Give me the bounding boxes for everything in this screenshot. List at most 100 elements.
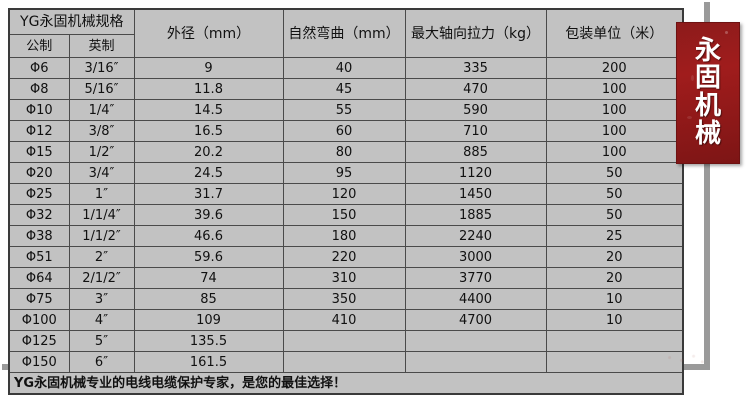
cell-imperial: 2″ bbox=[68, 246, 135, 268]
table-row: Φ125 5″ 135.5 bbox=[8, 330, 684, 352]
cell-metric: Φ20 bbox=[8, 162, 70, 184]
cell-natural-bend: 55 bbox=[282, 99, 406, 121]
table-row: Φ51 2″ 59.6 220 3000 20 bbox=[8, 246, 684, 268]
cell-metric: Φ51 bbox=[8, 246, 70, 268]
cell-max-axial-pull: 1450 bbox=[404, 183, 547, 205]
cell-outer-diameter: 74 bbox=[133, 267, 284, 289]
cell-natural-bend: 350 bbox=[282, 288, 406, 310]
cell-max-axial-pull: 470 bbox=[404, 78, 547, 100]
cell-packing-unit: 100 bbox=[545, 141, 684, 163]
banner-char-1: 永 bbox=[694, 35, 721, 66]
cell-imperial: 1/1/4″ bbox=[68, 204, 135, 226]
cell-max-axial-pull: 590 bbox=[404, 99, 547, 121]
cell-max-axial-pull: 3770 bbox=[404, 267, 547, 289]
cell-imperial: 6″ bbox=[68, 351, 135, 373]
cell-metric: Φ100 bbox=[8, 309, 70, 331]
cell-imperial: 1/4″ bbox=[68, 99, 135, 121]
table-row: Φ100 4″ 109 410 4700 10 bbox=[8, 309, 684, 331]
cell-outer-diameter: 85 bbox=[133, 288, 284, 310]
banner-speckle bbox=[687, 116, 692, 119]
cell-metric: Φ15 bbox=[8, 141, 70, 163]
cell-natural-bend: 45 bbox=[282, 78, 406, 100]
footer-note: YG永固机械专业的电线电缆保护专家，是您的最佳选择！ bbox=[8, 372, 684, 395]
cell-outer-diameter: 9 bbox=[133, 57, 284, 79]
banner-char-4: 械 bbox=[694, 118, 721, 149]
cell-natural-bend: 60 bbox=[282, 120, 406, 142]
cell-packing-unit bbox=[545, 330, 684, 352]
cell-imperial: 1/2″ bbox=[68, 141, 135, 163]
table-row: Φ38 1/1/2″ 46.6 180 2240 25 bbox=[8, 225, 684, 247]
header-imperial: 英制 bbox=[68, 34, 135, 58]
cell-max-axial-pull: 2240 bbox=[404, 225, 547, 247]
cell-max-axial-pull: 710 bbox=[404, 120, 547, 142]
header-natural-bend: 自然弯曲（mm） bbox=[282, 8, 406, 58]
cell-packing-unit: 25 bbox=[545, 225, 684, 247]
cell-imperial: 5″ bbox=[68, 330, 135, 352]
cell-natural-bend bbox=[282, 351, 406, 373]
banner-char-2: 固 bbox=[694, 63, 721, 94]
brand-banner: 永 固 机 械 bbox=[676, 22, 740, 164]
cell-packing-unit: 200 bbox=[545, 57, 684, 79]
cell-outer-diameter: 31.7 bbox=[133, 183, 284, 205]
cell-max-axial-pull: 1120 bbox=[404, 162, 547, 184]
cell-packing-unit: 100 bbox=[545, 78, 684, 100]
banner-speckle bbox=[691, 75, 694, 81]
cell-natural-bend: 150 bbox=[282, 204, 406, 226]
table-body: Φ6 3/16″ 9 40 335 200 Φ8 5/16″ 11.8 45 470 100 Φ10 1/… bbox=[8, 57, 684, 373]
banner-char-3: 机 bbox=[694, 91, 721, 121]
cell-packing-unit: 10 bbox=[545, 309, 684, 331]
cell-natural-bend bbox=[282, 330, 406, 352]
cell-outer-diameter: 20.2 bbox=[133, 141, 284, 163]
cell-packing-unit: 50 bbox=[545, 162, 684, 184]
header-outer-diameter: 外径（mm） bbox=[133, 8, 284, 58]
cell-outer-diameter: 161.5 bbox=[133, 351, 284, 373]
cell-outer-diameter: 46.6 bbox=[133, 225, 284, 247]
cell-packing-unit: 50 bbox=[545, 183, 684, 205]
cell-imperial: 2/1/2″ bbox=[68, 267, 135, 289]
footer-row: YG永固机械专业的电线电缆保护专家，是您的最佳选择！ bbox=[8, 372, 684, 395]
cell-natural-bend: 410 bbox=[282, 309, 406, 331]
cell-outer-diameter: 14.5 bbox=[133, 99, 284, 121]
cell-outer-diameter: 135.5 bbox=[133, 330, 284, 352]
cell-imperial: 1/1/2″ bbox=[68, 225, 135, 247]
cell-metric: Φ32 bbox=[8, 204, 70, 226]
cell-outer-diameter: 24.5 bbox=[133, 162, 284, 184]
cell-packing-unit bbox=[545, 351, 684, 373]
cell-packing-unit: 20 bbox=[545, 267, 684, 289]
banner-speckle bbox=[725, 31, 728, 34]
cell-outer-diameter: 11.8 bbox=[133, 78, 284, 100]
watermark-smudge bbox=[660, 352, 708, 366]
cell-max-axial-pull bbox=[404, 330, 547, 352]
cell-natural-bend: 40 bbox=[282, 57, 406, 79]
cell-packing-unit: 20 bbox=[545, 246, 684, 268]
cell-metric: Φ75 bbox=[8, 288, 70, 310]
cell-packing-unit: 50 bbox=[545, 204, 684, 226]
cell-natural-bend: 120 bbox=[282, 183, 406, 205]
cell-metric: Φ8 bbox=[8, 78, 70, 100]
table-row: Φ6 3/16″ 9 40 335 200 bbox=[8, 57, 684, 79]
header-row-top: YG永固机械规格 外径（mm） 自然弯曲（mm） 最大轴向拉力（kg） 包装单位… bbox=[8, 8, 684, 58]
header-spec-group-title: YG永固机械规格 bbox=[8, 8, 135, 35]
cell-natural-bend: 180 bbox=[282, 225, 406, 247]
table-row: Φ12 3/8″ 16.5 60 710 100 bbox=[8, 120, 684, 142]
table-row: Φ20 3/4″ 24.5 95 1120 50 bbox=[8, 162, 684, 184]
cell-natural-bend: 310 bbox=[282, 267, 406, 289]
table-row: Φ64 2/1/2″ 74 310 3770 20 bbox=[8, 267, 684, 289]
cell-metric: Φ25 bbox=[8, 183, 70, 205]
table-row: Φ32 1/1/4″ 39.6 150 1885 50 bbox=[8, 204, 684, 226]
table-row: Φ15 1/2″ 20.2 80 885 100 bbox=[8, 141, 684, 163]
cell-max-axial-pull bbox=[404, 351, 547, 373]
table-footer: YG永固机械专业的电线电缆保护专家，是您的最佳选择！ bbox=[8, 372, 684, 395]
cell-packing-unit: 100 bbox=[545, 120, 684, 142]
cell-natural-bend: 95 bbox=[282, 162, 406, 184]
cell-imperial: 3/16″ bbox=[68, 57, 135, 79]
cell-imperial: 4″ bbox=[68, 309, 135, 331]
cell-imperial: 3/8″ bbox=[68, 120, 135, 142]
table-row: Φ150 6″ 161.5 bbox=[8, 351, 684, 373]
cell-max-axial-pull: 4700 bbox=[404, 309, 547, 331]
cell-imperial: 3/4″ bbox=[68, 162, 135, 184]
cell-metric: Φ6 bbox=[8, 57, 70, 79]
cell-metric: Φ125 bbox=[8, 330, 70, 352]
cell-max-axial-pull: 1885 bbox=[404, 204, 547, 226]
